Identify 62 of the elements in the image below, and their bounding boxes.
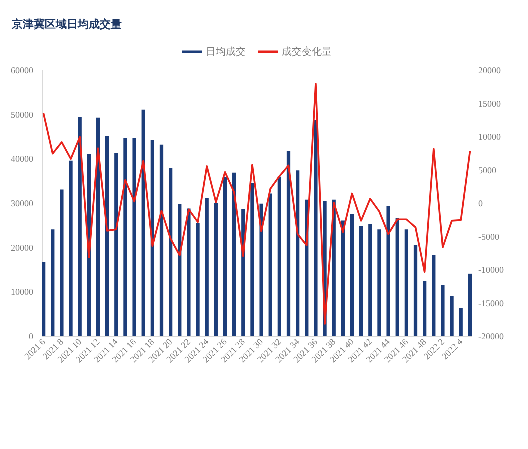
- bar: [350, 214, 354, 336]
- chart-title: 京津冀区域日均成交量: [11, 18, 122, 31]
- bar: [214, 203, 218, 336]
- bar: [296, 170, 300, 336]
- bar: [441, 285, 445, 336]
- bar: [250, 183, 254, 336]
- y-tick-label: 60000: [11, 66, 34, 76]
- bar: [286, 151, 291, 336]
- bar: [150, 140, 154, 336]
- bar: [223, 177, 228, 336]
- bar: [314, 120, 318, 336]
- y-tick-label: 30000: [11, 198, 34, 208]
- bar: [278, 176, 282, 336]
- bar: [432, 255, 436, 336]
- bar: [169, 168, 173, 336]
- bar: [459, 308, 463, 336]
- bar: [42, 262, 46, 336]
- bar: [160, 144, 164, 336]
- y2-tick-label: -5000: [478, 232, 500, 242]
- y2-tick-label: 15000: [478, 98, 502, 109]
- bar: [178, 204, 182, 336]
- bar: [423, 281, 427, 336]
- y2-tick-label: -10000: [478, 265, 504, 275]
- bar: [360, 226, 364, 336]
- bar: [268, 194, 272, 336]
- bar: [114, 153, 118, 336]
- y2-tick-label: 20000: [478, 66, 502, 76]
- bar: [341, 220, 345, 336]
- y-tick-label: 40000: [11, 154, 34, 164]
- bar: [378, 230, 382, 336]
- legend-label: 日均成交: [206, 46, 246, 58]
- y2-tick-label: -20000: [478, 332, 504, 342]
- y2-tick-label: 5000: [478, 165, 497, 176]
- bar: [78, 116, 82, 336]
- bar: [142, 110, 146, 336]
- y2-tick-label: 10000: [478, 132, 502, 142]
- bar: [60, 190, 64, 336]
- bar: [404, 230, 408, 336]
- bar: [468, 274, 472, 336]
- bar: [450, 296, 454, 336]
- bar: [106, 136, 110, 336]
- bar: [132, 138, 136, 336]
- legend-label: 成交变化量: [282, 46, 332, 58]
- y-tick-label: 10000: [11, 287, 34, 298]
- bar: [187, 208, 191, 336]
- y2-tick-label: 0: [478, 198, 484, 208]
- bar: [368, 224, 372, 336]
- bar: [124, 138, 128, 336]
- bar: [232, 172, 236, 336]
- bar: [51, 230, 55, 336]
- y-tick-label: 20000: [11, 242, 34, 253]
- bar: [260, 204, 264, 336]
- y-tick-label: 50000: [11, 110, 34, 120]
- y-tick-label: 0: [29, 332, 34, 342]
- bar: [205, 198, 209, 336]
- y2-tick-label: -15000: [478, 298, 504, 308]
- bar: [414, 245, 418, 336]
- bar: [386, 206, 390, 336]
- bar: [196, 222, 200, 336]
- bar: [396, 218, 400, 336]
- bar: [69, 160, 73, 336]
- line-series: [42, 83, 472, 325]
